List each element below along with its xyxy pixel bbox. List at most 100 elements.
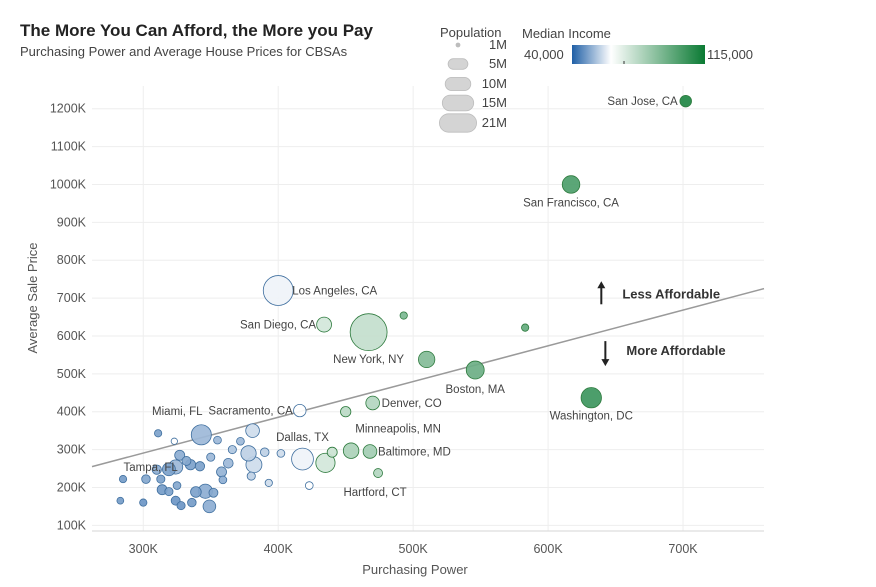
- point-new-york-ny: [349, 313, 388, 352]
- point-washington-dc: [580, 387, 602, 409]
- data-point: [118, 475, 128, 484]
- x-tick-label: 300K: [129, 542, 159, 556]
- color-legend-min-label: 40,000: [524, 47, 564, 62]
- color-legend-gradient: [572, 45, 705, 64]
- y-tick-label: 1100K: [51, 140, 87, 154]
- city-label: Hartford, CT: [343, 487, 406, 499]
- data-point: [172, 481, 182, 490]
- data-point: [340, 406, 352, 418]
- data-point: [176, 501, 186, 511]
- axes: 100K 200K 300K 400K 500K 600K 700K 800K 900K 1000…: [50, 102, 764, 556]
- data-point: [218, 475, 228, 485]
- data-point: [181, 456, 192, 466]
- point-denver-co: [365, 395, 380, 411]
- data-point: [139, 498, 148, 507]
- data-point: [190, 486, 202, 498]
- x-axis-title: Purchasing Power: [362, 562, 468, 577]
- chart-title: The More You Can Afford, the More you Pa…: [20, 21, 373, 40]
- data-point: [174, 449, 186, 461]
- city-label: San Diego, CA: [240, 320, 316, 332]
- city-label: San Francisco, CA: [523, 197, 619, 209]
- data-point: [240, 445, 257, 462]
- data-point: [399, 311, 408, 320]
- size-legend-marker: [438, 113, 477, 133]
- data-point: [236, 436, 245, 446]
- size-legend-label: 10M: [482, 76, 507, 91]
- data-point: [276, 449, 286, 458]
- size-legend-marker: [441, 94, 475, 112]
- data-point: [264, 478, 273, 487]
- point-san-diego-ca: [316, 316, 332, 333]
- data-point: [304, 481, 314, 490]
- data-point: [164, 487, 174, 497]
- chart-subtitle: Purchasing Power and Average House Price…: [20, 44, 348, 59]
- point-boston-ma: [465, 360, 485, 380]
- size-legend-label: 1M: [489, 37, 507, 52]
- point-miami-fl: [190, 424, 212, 446]
- size-legend-title: Population: [440, 25, 501, 40]
- point-baltimore-md: [362, 444, 378, 459]
- data-point: [213, 435, 222, 445]
- city-label: Minneapolis, MN: [355, 424, 441, 436]
- point-labels: San Jose, CA San Francisco, CA Washington,…: [123, 96, 678, 499]
- point-san-jose-ca: [679, 94, 692, 108]
- data-point: [206, 452, 216, 462]
- data-point: [156, 474, 166, 484]
- y-tick-label: 300K: [57, 443, 87, 457]
- city-label: Boston, MA: [446, 384, 506, 396]
- y-tick-label: 400K: [57, 405, 87, 419]
- data-point: [194, 461, 206, 472]
- size-legend-marker: [455, 42, 461, 48]
- data-point: [170, 437, 178, 445]
- y-tick-label: 900K: [57, 215, 87, 229]
- size-legend-marker: [444, 77, 472, 92]
- y-tick-label: 1200K: [50, 102, 87, 116]
- data-point: [418, 350, 436, 369]
- down-arrow-head-icon: [601, 359, 610, 367]
- city-label: Washington, DC: [550, 411, 633, 423]
- x-tick-label: 600K: [533, 542, 563, 556]
- city-label: Baltimore, MD: [378, 446, 451, 458]
- size-legend-label: 21M: [482, 115, 507, 130]
- size-legend-label: 5M: [489, 56, 507, 71]
- x-tick-label: 500K: [399, 542, 429, 556]
- affordability-label: Less Affordable: [622, 286, 720, 301]
- size-legend-marker: [447, 58, 469, 70]
- y-tick-label: 500K: [57, 367, 87, 381]
- y-tick-label: 800K: [57, 253, 87, 267]
- data-point: [245, 423, 260, 438]
- point-san-francisco-ca: [561, 175, 581, 194]
- data-point: [154, 429, 163, 438]
- affordability-annotations: Less Affordable More Affordable: [597, 281, 726, 367]
- up-arrow-head-icon: [597, 281, 606, 289]
- y-tick-label: 200K: [57, 480, 87, 494]
- data-point: [315, 452, 336, 473]
- data-points: [116, 94, 692, 514]
- city-label: New York, NY: [333, 354, 404, 366]
- data-point: [227, 445, 237, 455]
- city-label: Dallas, TX: [276, 432, 329, 444]
- y-tick-label: 100K: [57, 518, 87, 532]
- size-legend-label: 15M: [482, 95, 507, 110]
- city-label: Sacramento, CA: [208, 406, 293, 418]
- city-label: Miami, FL: [152, 406, 203, 418]
- affordability-label: More Affordable: [626, 343, 725, 358]
- y-tick-label: 600K: [57, 329, 87, 343]
- point-los-angeles-ca: [262, 275, 294, 306]
- point-minneapolis-mn: [342, 442, 360, 459]
- size-legend: Population 1M 5M 10M 15M 21M: [438, 25, 507, 133]
- color-legend-title: Median Income: [522, 26, 611, 41]
- color-legend-max-label: 115,000: [707, 47, 753, 62]
- x-tick-label: 400K: [264, 542, 294, 556]
- y-tick-label: 1000K: [50, 177, 87, 191]
- grid: [92, 86, 764, 531]
- data-point: [208, 487, 219, 498]
- point-sacramento-ca: [293, 403, 307, 418]
- data-point: [246, 471, 256, 481]
- data-point: [521, 323, 530, 332]
- color-legend: Median Income 40,000 115,000: [522, 26, 753, 64]
- data-point: [187, 497, 197, 508]
- city-label: Tampa, FL: [123, 462, 178, 474]
- data-point: [141, 474, 151, 484]
